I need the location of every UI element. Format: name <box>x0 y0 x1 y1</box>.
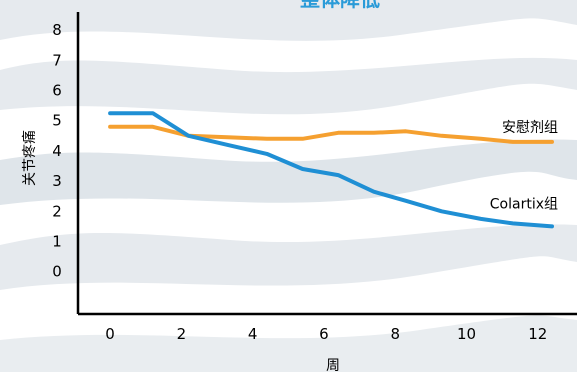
chart-title: 整体降低 <box>299 0 380 11</box>
x-tick-label: 12 <box>528 325 547 343</box>
y-tick-label: 3 <box>52 172 62 190</box>
series-lines <box>108 111 554 229</box>
y-tick-label: 0 <box>52 263 62 281</box>
x-tick-label: 4 <box>248 325 258 343</box>
y-tick-label: 4 <box>52 142 62 160</box>
y-tick-label: 2 <box>52 202 62 220</box>
series-labels: 安慰剂组 Colartix组 <box>490 119 558 213</box>
y-tick-label: 6 <box>52 82 62 100</box>
y-tick-label: 5 <box>52 112 62 130</box>
x-tick-label: 6 <box>319 325 329 343</box>
x-tick-label: 0 <box>105 325 115 343</box>
series-label-0: 安慰剂组 <box>502 119 558 136</box>
y-axis-label: 关节疼痛 <box>21 130 38 186</box>
x-axis-label: 周 <box>326 358 340 372</box>
x-tick-label: 8 <box>390 325 400 343</box>
series-label-1: Colartix组 <box>490 196 558 212</box>
y-tick-label: 7 <box>52 51 62 69</box>
x-tick-label: 10 <box>457 325 476 343</box>
series-line-1 <box>108 111 554 229</box>
x-tick-label: 2 <box>177 325 187 343</box>
y-tick-label: 1 <box>52 233 62 251</box>
y-tick-label: 8 <box>52 21 62 39</box>
